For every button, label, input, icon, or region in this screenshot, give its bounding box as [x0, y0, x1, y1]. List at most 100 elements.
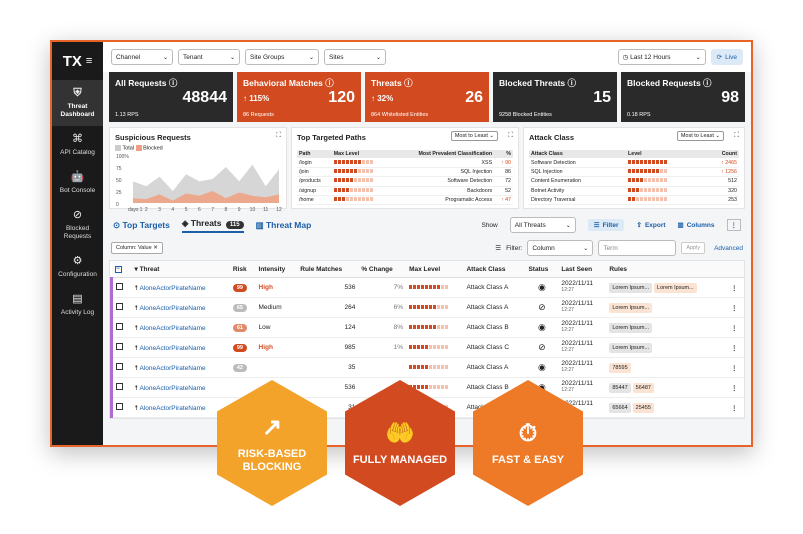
- filter-term-input[interactable]: Term: [598, 240, 677, 256]
- sort-select[interactable]: Most to Least ⌄: [676, 131, 724, 141]
- row-menu-icon[interactable]: ⋮: [727, 317, 744, 338]
- sidebar-item-shield[interactable]: ⛨ Threat Dashboard: [52, 80, 103, 126]
- filter-column-select[interactable]: Column ⌄: [527, 240, 594, 256]
- table-row[interactable]: /home Programatic Access ↑ 47: [297, 195, 513, 206]
- filter-button[interactable]: ☰ Filter: [587, 219, 625, 231]
- sidebar-item-gear[interactable]: ⚙ Configuration: [52, 248, 103, 286]
- table-row[interactable]: ☨ AloneActorPirateName 61 Low 124 8% Att…: [110, 317, 744, 338]
- row-menu-icon[interactable]: ⋮: [727, 297, 744, 318]
- expand-icon[interactable]: ⛶: [508, 132, 513, 139]
- table-row[interactable]: /join SQL Injection 86: [297, 167, 513, 178]
- stat-card[interactable]: All Requests ⓘ 48844 1.13 RPS: [109, 72, 233, 122]
- filter-chip[interactable]: Column: Value ✕: [111, 242, 163, 254]
- threat-link[interactable]: AloneActorPirateName: [139, 284, 206, 292]
- rule-tag[interactable]: 65664: [609, 402, 631, 413]
- stat-card[interactable]: Blocked Requests ⓘ 98 0.18 RPS: [621, 72, 745, 122]
- tab-threat-map[interactable]: ▥ Threat Map: [255, 219, 312, 230]
- table-row[interactable]: Software Detection ↑ 2465: [529, 158, 739, 168]
- sidebar-item-calendar[interactable]: ▤ Activity Log: [52, 286, 103, 324]
- threat-link[interactable]: AloneActorPirateName: [139, 344, 206, 352]
- more-menu-icon[interactable]: ⋮: [726, 219, 741, 231]
- status-icon[interactable]: ◉: [525, 277, 559, 298]
- rule-tag[interactable]: Lorem Ipsum...: [609, 302, 653, 313]
- table-row[interactable]: Directory Traversal 253: [529, 195, 739, 206]
- rule-tag[interactable]: 85447: [609, 382, 631, 393]
- rule-tag[interactable]: 25455: [632, 402, 654, 413]
- row-checkbox[interactable]: [116, 283, 123, 290]
- row-checkbox[interactable]: [116, 343, 123, 350]
- row-menu-icon[interactable]: ⋮: [727, 337, 744, 358]
- export-button[interactable]: ⇪ Export: [636, 221, 666, 230]
- sidebar-item-bot[interactable]: 🤖 Bot Console: [52, 164, 103, 202]
- rule-tag[interactable]: Lorem Ipsum...: [654, 282, 697, 293]
- row-menu-icon[interactable]: ⋮: [727, 357, 744, 378]
- expand-icon[interactable]: ⛶: [276, 132, 281, 139]
- site-groups-select[interactable]: Site Groups ⌄: [245, 49, 319, 65]
- table-row[interactable]: SQL Injection ↑ 1256: [529, 167, 739, 178]
- time-range-select[interactable]: ◷ Last 12 Hours ⌄: [617, 49, 706, 65]
- table-row[interactable]: /login XSS ↑ 90: [297, 158, 513, 168]
- table-row[interactable]: /signup Backdoors 52: [297, 186, 513, 196]
- channel-select[interactable]: Channel ⌄: [111, 49, 173, 65]
- table-row[interactable]: Botnet Activity 320: [529, 186, 739, 196]
- tenant-select[interactable]: Tenant ⌄: [178, 49, 240, 65]
- col-header[interactable]: Max Level: [406, 261, 464, 278]
- select-all-checkbox[interactable]: −: [114, 266, 122, 273]
- show-select[interactable]: All Threats ⌄: [509, 217, 576, 233]
- row-menu-icon[interactable]: ⋮: [727, 377, 744, 398]
- rule-tag[interactable]: Lorem Ipsum...: [609, 342, 653, 353]
- rule-tag[interactable]: Lorem Ipsum...: [609, 322, 653, 333]
- threat-link[interactable]: AloneActorPirateName: [139, 404, 206, 412]
- col-header[interactable]: Risk: [229, 261, 256, 278]
- col-header[interactable]: % Change: [358, 261, 407, 278]
- menu-icon[interactable]: ≡: [85, 55, 93, 67]
- advanced-link[interactable]: Advanced: [714, 244, 743, 252]
- status-icon[interactable]: ⊘: [525, 297, 559, 318]
- apply-button[interactable]: Apply: [681, 242, 706, 254]
- col-header[interactable]: Rule Matches: [297, 261, 359, 278]
- table-row[interactable]: /products Software Detection 72: [297, 176, 513, 187]
- status-icon[interactable]: ◉: [525, 357, 559, 378]
- col-header[interactable]: Attack Class: [463, 261, 526, 278]
- table-row[interactable]: ☨ AloneActorPirateName 99 High 985 1% At…: [110, 337, 744, 358]
- table-row[interactable]: ☨ AloneActorPirateName 99 High 536 7% At…: [110, 277, 744, 298]
- row-menu-icon[interactable]: ⋮: [727, 277, 744, 298]
- status-icon[interactable]: ◉: [525, 317, 559, 338]
- col-header[interactable]: ▾ Threat: [131, 261, 230, 278]
- row-checkbox[interactable]: [116, 323, 123, 330]
- threat-link[interactable]: AloneActorPirateName: [139, 324, 206, 332]
- sidebar-item-blocked[interactable]: ⊘ Blocked Requests: [52, 202, 103, 248]
- stat-card[interactable]: Blocked Threats ⓘ 15 9258 Blocked Entities: [493, 72, 617, 122]
- actor-icon: ☨: [134, 304, 140, 312]
- rule-tag[interactable]: 56487: [632, 382, 654, 393]
- live-button[interactable]: ⟳ Live: [710, 49, 743, 65]
- col-header[interactable]: Last Seen: [558, 261, 607, 278]
- rule-tag[interactable]: Lorem Ipsum...: [609, 282, 653, 293]
- expand-icon[interactable]: ⛶: [734, 132, 739, 139]
- sort-select[interactable]: Most to Least ⌄: [450, 131, 498, 141]
- rule-tag[interactable]: 78595: [609, 362, 631, 373]
- threat-link[interactable]: AloneActorPirateName: [139, 364, 206, 372]
- row-menu-icon[interactable]: ⋮: [727, 397, 744, 418]
- col-header[interactable]: Rules: [606, 261, 728, 278]
- table-row[interactable]: Content Enumeration 512: [529, 176, 739, 187]
- tab-top-targets[interactable]: ⊙ Top Targets: [113, 219, 170, 230]
- sidebar-item-api[interactable]: ⌘ API Catalog: [52, 126, 103, 164]
- row-checkbox[interactable]: [116, 383, 123, 390]
- tab-threats[interactable]: ◈ Threats 115: [181, 218, 244, 233]
- table-row[interactable]: ☨ AloneActorPirateName 536 Attack Class …: [110, 377, 744, 398]
- threat-link[interactable]: AloneActorPirateName: [139, 384, 206, 392]
- row-checkbox[interactable]: [116, 403, 123, 410]
- sites-select[interactable]: Sites ⌄: [324, 49, 386, 65]
- stat-card[interactable]: Behavioral Matches ⓘ ↑ 115% 120 86 Requests: [237, 72, 361, 122]
- table-row[interactable]: ☨ AloneActorPirateName 42 35 Attack Clas…: [110, 357, 744, 378]
- stat-card[interactable]: Threats ⓘ ↑ 32% 26 864 Whitelisted Entities: [365, 72, 489, 122]
- row-checkbox[interactable]: [116, 363, 123, 370]
- col-header[interactable]: Intensity: [255, 261, 298, 278]
- row-checkbox[interactable]: [116, 303, 123, 310]
- threat-link[interactable]: AloneActorPirateName: [139, 304, 206, 312]
- status-icon[interactable]: ⊘: [525, 337, 559, 358]
- col-header[interactable]: Status: [525, 261, 559, 278]
- table-row[interactable]: ☨ AloneActorPirateName 65 Medium 264 6% …: [110, 297, 744, 318]
- columns-button[interactable]: ▥ Columns: [677, 221, 715, 230]
